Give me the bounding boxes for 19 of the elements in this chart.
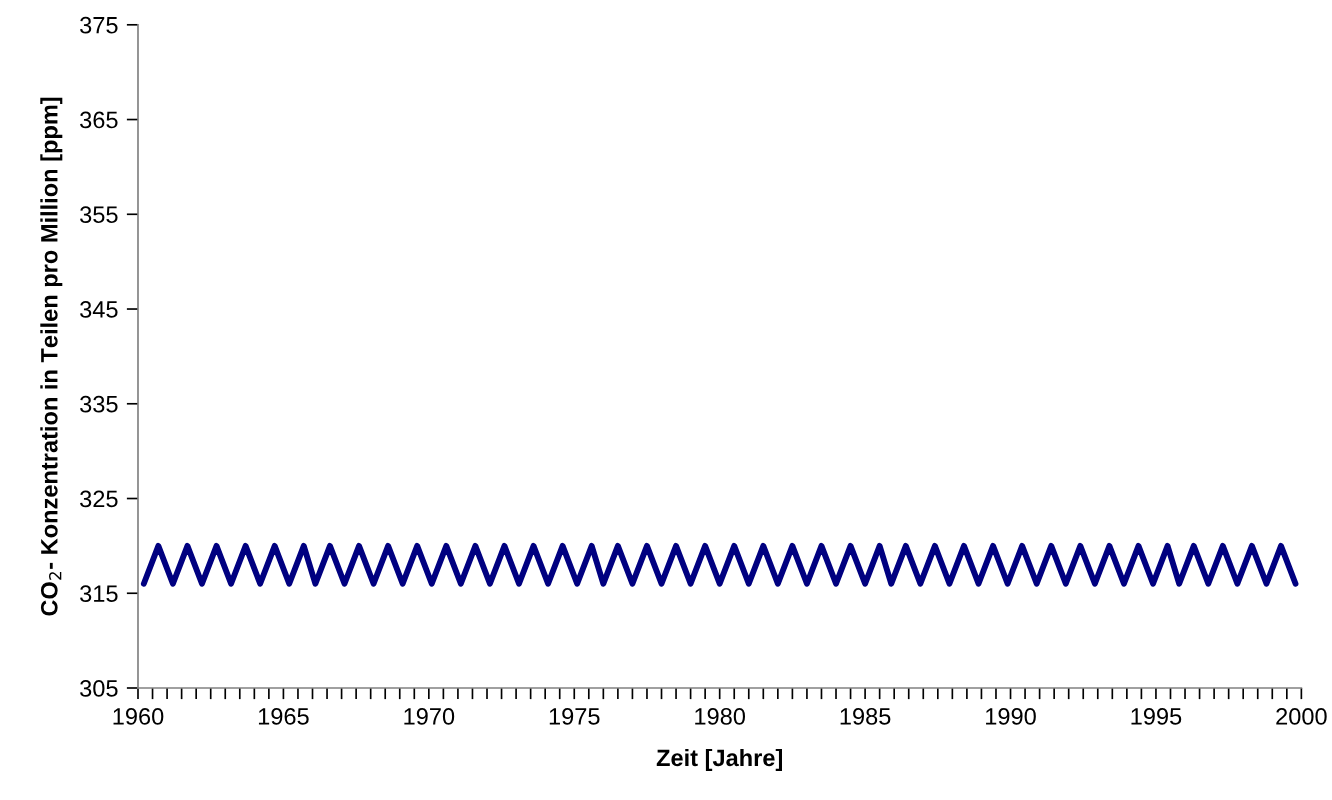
- y-tick-label: 345: [80, 301, 118, 318]
- x-tick-label: 1985: [840, 708, 891, 725]
- x-tick-label: 1970: [404, 708, 455, 725]
- x-tick-label: 1980: [695, 708, 746, 725]
- x-tick-label: 1975: [549, 708, 600, 725]
- x-tick-label: 1990: [986, 708, 1036, 725]
- x-tick-label: 1995: [1131, 708, 1182, 725]
- y-tick-label: 365: [80, 111, 118, 129]
- x-tick-label: 1965: [258, 708, 309, 725]
- y-tick-label: 305: [80, 680, 118, 697]
- x-tick-label: 2000: [1276, 708, 1327, 725]
- y-tick-label: 335: [80, 395, 118, 413]
- y-tick-label: 375: [80, 16, 118, 34]
- y-tick-label: 315: [80, 585, 118, 603]
- x-axis-title: Zeit [Jahre]: [656, 748, 782, 771]
- y-tick-label: 325: [80, 490, 118, 508]
- y-axis-title: CO$_{2}$- Konzentration in Teilen pro Million [ppm]: [40, 97, 63, 616]
- y-tick-label: 355: [80, 206, 118, 224]
- x-tick-label: 1960: [113, 708, 164, 725]
